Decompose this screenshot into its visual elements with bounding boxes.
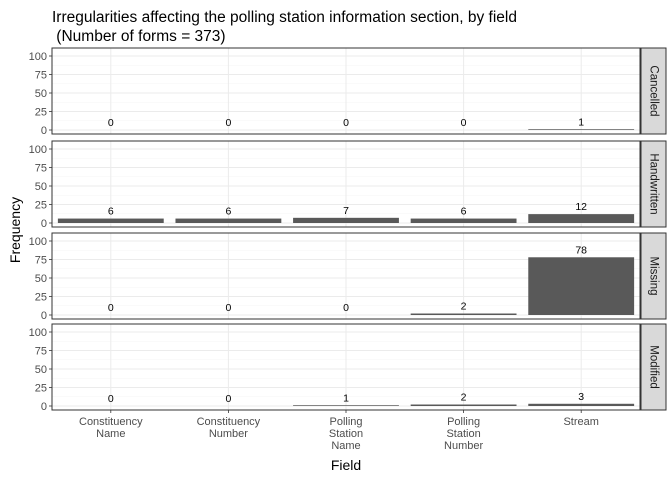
bar	[293, 405, 399, 406]
bar	[528, 257, 635, 315]
y-tick-label: 75	[35, 163, 47, 175]
y-tick-label: 100	[29, 51, 47, 63]
x-tick-label-line: Polling	[329, 416, 362, 428]
bar-value-label: 1	[578, 116, 584, 128]
y-tick-label: 25	[35, 383, 47, 395]
x-tick-label: Polling Station Number	[444, 416, 483, 452]
bar	[293, 217, 399, 223]
y-tick-label: 0	[41, 310, 47, 322]
bar-value-label: 0	[225, 117, 231, 129]
bar-value-label: 0	[108, 117, 114, 129]
bar-value-label: 0	[108, 393, 114, 405]
x-tick-label-line: Number	[209, 428, 248, 440]
bar	[175, 218, 282, 223]
x-tick-label-line: Constituency	[79, 416, 143, 428]
y-tick-label: 25	[35, 292, 47, 304]
facet-strip-label: Modified	[648, 345, 660, 388]
bar-value-label: 1	[343, 392, 349, 404]
bar-value-label: 12	[575, 201, 587, 213]
facet-strip	[640, 232, 667, 320]
x-tick-label: Stream	[563, 416, 598, 428]
facet-strip	[640, 140, 667, 228]
panel-missing: 0 0 0 2 78 0 25 50 75 100 Missing	[29, 232, 667, 322]
y-tick-label: 50	[35, 181, 47, 193]
bar-value-label: 6	[225, 206, 231, 218]
bar	[410, 404, 517, 406]
bar-value-label: 0	[343, 302, 349, 314]
x-tick-label-line: Name	[331, 440, 360, 452]
facet-strip-label: Missing	[648, 257, 660, 296]
x-tick-label: Constituency Number	[197, 416, 261, 440]
bar	[410, 218, 517, 223]
y-tick-label: 75	[35, 346, 47, 358]
bar-value-label: 3	[578, 391, 584, 403]
panel-cancelled: 0 0 0 0 1 0 25 50 75 100 Cancelled	[29, 47, 667, 137]
y-tick-label: 0	[41, 401, 47, 413]
x-tick-label-line: Station	[446, 428, 480, 440]
y-tick-label: 50	[35, 364, 47, 376]
bar-value-label: 0	[461, 117, 467, 129]
bar	[528, 403, 635, 406]
x-tick-label-line: Number	[444, 440, 483, 452]
bar-value-label: 7	[343, 205, 349, 217]
x-tick-label-line: Name	[96, 428, 125, 440]
bar	[410, 313, 517, 315]
x-tick-label-line: Station	[329, 428, 363, 440]
y-tick-label: 0	[41, 125, 47, 137]
x-tick-label: Polling Station Name	[329, 416, 363, 452]
panel-border	[51, 140, 641, 228]
bar-value-label: 0	[343, 117, 349, 129]
facet-strip	[640, 47, 667, 135]
bar	[528, 129, 635, 130]
bar-value-label: 0	[225, 302, 231, 314]
bar-value-label: 0	[225, 393, 231, 405]
bar	[528, 214, 635, 223]
y-tick-label: 25	[35, 107, 47, 119]
y-tick-label: 100	[29, 236, 47, 248]
facet-strip-label: Cancelled	[648, 65, 660, 116]
bar-value-label: 6	[461, 206, 467, 218]
y-axis-title: Frequency	[7, 197, 23, 263]
x-axis-title: Field	[331, 457, 361, 473]
chart-subtitle: (Number of forms = 373)	[52, 28, 226, 45]
panel-modified: 0 0 1 2 3 0 25 50 75 100 Modified	[29, 323, 667, 413]
y-tick-label: 75	[35, 255, 47, 267]
bar-value-label: 2	[461, 392, 467, 404]
y-tick-label: 50	[35, 273, 47, 285]
x-tick-label-line: Constituency	[197, 416, 261, 428]
facet-strip	[640, 323, 667, 411]
chart-title: Irregularities affecting the polling sta…	[52, 9, 517, 26]
bar-value-label: 0	[108, 302, 114, 314]
y-tick-label: 75	[35, 70, 47, 82]
bar-value-label: 6	[108, 206, 114, 218]
y-tick-label: 0	[41, 218, 47, 230]
facet-strip-label: Handwritten	[648, 153, 660, 214]
bar-value-label: 78	[575, 244, 587, 256]
panel-handwritten: 6 6 7 6 12 0 25 50 75 100 Handwritten	[29, 140, 667, 230]
y-tick-label: 50	[35, 88, 47, 100]
x-tick-label: Constituency Name	[79, 416, 143, 440]
bar	[57, 218, 164, 223]
y-tick-label: 100	[29, 327, 47, 339]
y-tick-label: 100	[29, 144, 47, 156]
x-tick-label-line: Polling	[447, 416, 480, 428]
panel-border	[51, 232, 641, 320]
panel-border	[51, 47, 641, 135]
x-tick-label-line: Stream	[563, 416, 598, 428]
bar-value-label: 2	[461, 301, 467, 313]
y-tick-label: 25	[35, 200, 47, 212]
